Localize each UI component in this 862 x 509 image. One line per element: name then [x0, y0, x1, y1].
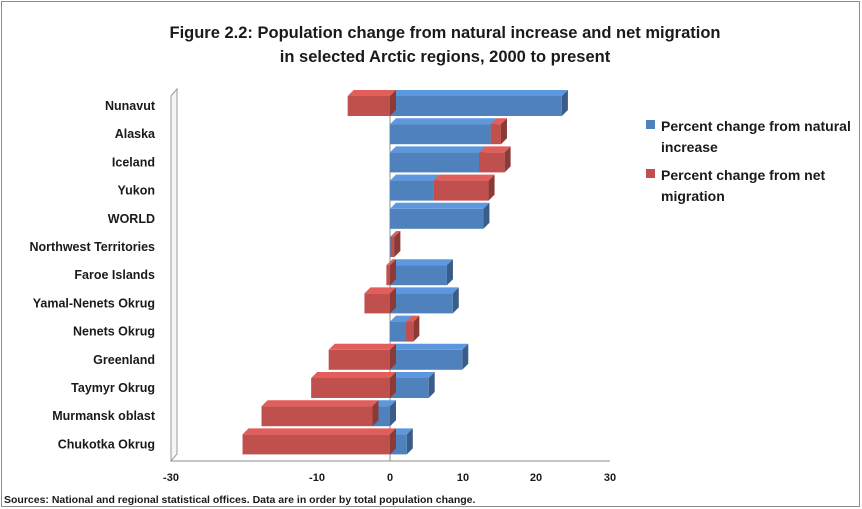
bar-top-natural-increase	[390, 174, 440, 181]
bar-natural-increase	[390, 265, 447, 286]
bar-net-migration	[490, 124, 501, 145]
source-note: Sources: National and regional statistic…	[4, 494, 476, 506]
legend-swatch-natural-increase	[646, 120, 655, 129]
x-tick-label: -30	[163, 472, 179, 484]
bar-side-net-migration	[488, 174, 495, 201]
bar-top-natural-increase	[390, 90, 568, 96]
bar-net-migration	[386, 265, 390, 286]
bar-top-net-migration	[490, 118, 507, 125]
x-tick-label: -10	[309, 472, 325, 484]
legend-swatch-net-migration	[646, 169, 655, 178]
bar-side-natural-increase	[446, 259, 453, 286]
category-label: Yukon	[117, 184, 155, 198]
bar-natural-increase	[390, 124, 491, 145]
bar-top-natural-increase	[390, 343, 469, 350]
x-tick-label: 20	[530, 472, 542, 484]
bar-top-natural-increase	[390, 287, 459, 294]
bar-side-natural-increase	[452, 287, 459, 314]
chart-title-line-2: in selected Arctic regions, 2000 to pres…	[279, 48, 611, 66]
bar-side-net-migration	[390, 287, 396, 314]
bar-top-natural-increase	[390, 315, 413, 322]
bar-net-migration	[406, 321, 414, 342]
bar-net-migration	[479, 152, 505, 173]
bar-net-migration	[433, 180, 489, 201]
bar-net-migration	[390, 237, 395, 257]
category-label: Nunavut	[105, 99, 156, 113]
category-label: Greenland	[93, 353, 155, 367]
bar-top-net-migration	[386, 259, 396, 266]
bar-top-natural-increase	[390, 259, 453, 266]
bar-net-migration	[311, 378, 390, 398]
category-label: Faroe Islands	[74, 268, 155, 282]
bar-net-migration	[347, 96, 390, 116]
bar-net-migration	[328, 349, 390, 370]
bar-side-natural-increase	[462, 343, 469, 370]
bar-top-net-migration	[433, 174, 495, 181]
bar-top-natural-increase	[390, 202, 490, 209]
bar-top-natural-increase	[390, 146, 486, 153]
bar-natural-increase	[390, 208, 484, 229]
bar-side-net-migration	[390, 372, 396, 398]
category-label: Alaska	[115, 127, 156, 141]
x-tick-label: 30	[604, 472, 616, 484]
legend-label-net-migration: Percent change from net migration	[661, 167, 826, 204]
bar-side-net-migration	[390, 343, 396, 370]
plot-side-wall	[170, 87, 178, 463]
bar-top-natural-increase	[390, 231, 397, 237]
bar-side-natural-increase	[406, 428, 413, 455]
bar-net-migration	[261, 406, 373, 427]
bar-natural-increase	[390, 96, 562, 116]
bar-top-net-migration	[311, 372, 396, 378]
bar-top-net-migration	[347, 90, 396, 96]
bar-side-net-migration	[500, 118, 507, 145]
bar-natural-increase	[390, 293, 453, 314]
bar-natural-increase	[390, 321, 407, 342]
category-label: WORLD	[108, 212, 155, 226]
category-label: Yamal-Nenets Okrug	[33, 296, 155, 310]
x-tick-label: 10	[457, 472, 469, 484]
category-label: Northwest Territories	[30, 240, 156, 254]
bar-top-net-migration	[261, 400, 379, 407]
bar-side-natural-increase	[483, 202, 490, 229]
category-label: Nenets Okrug	[73, 325, 155, 339]
bar-side-net-migration	[372, 400, 379, 427]
bar-side-net-migration	[504, 146, 511, 173]
bar-top-net-migration	[328, 343, 396, 350]
category-label: Murmansk oblast	[52, 409, 156, 423]
bar-top-net-migration	[479, 146, 511, 153]
bar-natural-increase	[390, 152, 480, 173]
bar-top-net-migration	[390, 231, 401, 237]
category-label: Chukotka Okrug	[58, 437, 155, 451]
bar-top-net-migration	[242, 428, 396, 435]
bar-side-net-migration	[413, 315, 420, 342]
bar-net-migration	[364, 293, 390, 314]
bar-side-net-migration	[390, 259, 396, 286]
bar-natural-increase	[390, 349, 463, 370]
bar-top-net-migration	[364, 287, 396, 294]
bar-top-natural-increase	[390, 118, 497, 125]
legend-label-natural-increase: Percent change from natural increase	[661, 118, 851, 155]
bar-side-net-migration	[394, 231, 401, 257]
bar-natural-increase	[390, 180, 434, 201]
chart-title-line-1: Figure 2.2: Population change from natur…	[169, 24, 721, 42]
bar-net-migration	[242, 434, 390, 455]
bar-side-natural-increase	[390, 400, 396, 427]
bar-side-natural-increase	[428, 372, 435, 398]
bar-natural-increase	[390, 378, 429, 398]
bar-side-net-migration	[390, 428, 396, 455]
x-tick-label: 0	[387, 472, 393, 484]
category-label: Taymyr Okrug	[71, 381, 155, 395]
bar-side-net-migration	[390, 90, 396, 116]
bar-natural-increase	[390, 237, 391, 257]
bar-side-natural-increase	[561, 90, 568, 116]
bar-top-natural-increase	[390, 372, 435, 378]
bar-top-net-migration	[406, 315, 420, 322]
category-label: Iceland	[112, 155, 155, 169]
